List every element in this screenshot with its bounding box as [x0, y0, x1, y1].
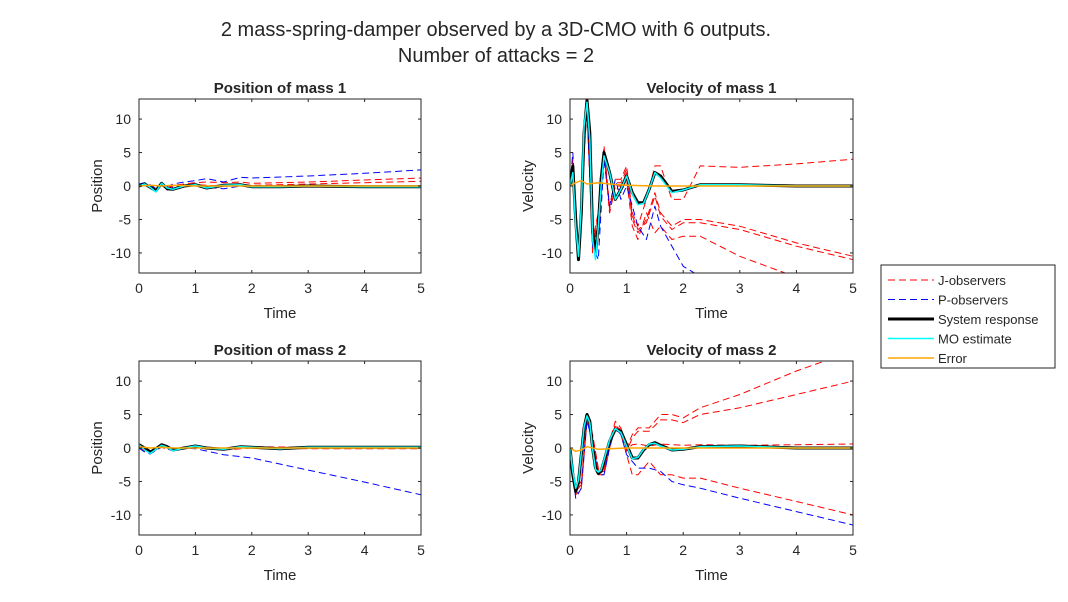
legend-label: P-observers [938, 293, 1009, 308]
series-line-error-6 [139, 445, 421, 449]
series-line-p-observers-5 [570, 420, 853, 526]
y-axis-label: Velocity [520, 160, 537, 212]
legend-item-error: Error [888, 351, 968, 366]
x-tick-label: 0 [135, 542, 143, 558]
x-tick-label: 0 [566, 542, 574, 558]
series-group [570, 361, 853, 526]
subplot-title: Position of mass 2 [214, 342, 347, 359]
y-tick-label: -5 [119, 473, 132, 489]
x-tick-label: 3 [736, 542, 744, 558]
legend-label: Error [938, 351, 968, 366]
x-tick-label: 4 [793, 542, 801, 558]
x-axis-label: Time [264, 305, 297, 322]
x-tick-label: 2 [248, 280, 256, 296]
subplot-4: 0 1 2 3 4 5 -10 -5 0 5 10 Velocity of mass 2 Time Vel… [520, 342, 857, 584]
legend-label: System response [938, 312, 1038, 327]
series-line-p-observers-3 [139, 169, 421, 190]
subplot-title: Position of mass 1 [214, 80, 347, 97]
legend-item-j-observers: J-observers [888, 273, 1006, 288]
y-tick-label: -10 [542, 245, 562, 261]
y-tick-label: 0 [123, 178, 131, 194]
series-line-j-observers-3 [570, 108, 853, 261]
y-axis-label: Position [89, 421, 106, 474]
x-tick-label: 0 [566, 280, 574, 296]
series-line-mo-estimate-7 [570, 101, 853, 261]
subplot-3: 0 1 2 3 4 5 -10 -5 0 5 10 Position of mass 2 Time Pos… [89, 342, 425, 584]
legend-item-mo-estimate: MO estimate [888, 332, 1012, 347]
x-tick-label: 0 [135, 280, 143, 296]
series-line-mo-estimate-7 [570, 415, 853, 489]
series-line-error-7 [139, 184, 421, 187]
y-tick-label: 10 [546, 373, 562, 389]
series-line-j-observers-4 [570, 420, 853, 516]
y-tick-label: 10 [115, 111, 131, 127]
y-tick-label: 5 [123, 145, 131, 161]
x-tick-label: 4 [361, 542, 369, 558]
x-tick-label: 5 [417, 542, 425, 558]
subplot-title: Velocity of mass 1 [646, 80, 776, 97]
legend-item-system-response: System response [888, 312, 1038, 327]
series-group [570, 99, 853, 273]
y-tick-label: -5 [550, 211, 563, 227]
y-tick-label: 5 [554, 145, 562, 161]
x-tick-label: 1 [192, 280, 200, 296]
y-tick-label: -5 [550, 473, 563, 489]
legend: J-observers P-observers System response MO … [880, 264, 1056, 369]
x-tick-label: 1 [623, 542, 631, 558]
y-tick-label: -10 [542, 507, 562, 523]
x-tick-label: 1 [192, 542, 200, 558]
x-tick-label: 2 [679, 280, 687, 296]
y-axis-label: Position [89, 159, 106, 212]
x-axis-label: Time [264, 567, 297, 584]
x-tick-label: 4 [361, 280, 369, 296]
y-tick-label: -10 [111, 245, 131, 261]
x-axis-label: Time [695, 305, 728, 322]
y-tick-label: 5 [554, 407, 562, 423]
y-tick-label: 10 [546, 111, 562, 127]
figure-title-line1: 2 mass-spring-damper observed by a 3D-CM… [221, 19, 771, 41]
y-tick-label: -10 [111, 507, 131, 523]
subplot-title: Velocity of mass 2 [646, 342, 776, 359]
series-line-error-8 [570, 445, 853, 453]
x-tick-label: 2 [679, 542, 687, 558]
y-tick-label: 10 [115, 373, 131, 389]
x-axis-label: Time [695, 567, 728, 584]
series-group [139, 169, 421, 193]
legend-box [880, 264, 1056, 369]
legend-label: J-observers [938, 273, 1006, 288]
legend-item-p-observers: P-observers [888, 293, 1009, 308]
x-tick-label: 5 [417, 280, 425, 296]
x-tick-label: 3 [304, 280, 312, 296]
legend-label: MO estimate [938, 332, 1012, 347]
y-axis-label: Velocity [520, 422, 537, 474]
x-tick-label: 3 [736, 280, 744, 296]
y-tick-label: 0 [123, 440, 131, 456]
series-line-error-8 [570, 179, 853, 187]
x-tick-label: 5 [849, 280, 857, 296]
series-group [139, 443, 421, 496]
x-tick-label: 4 [793, 280, 801, 296]
x-tick-label: 2 [248, 542, 256, 558]
y-tick-label: 0 [554, 440, 562, 456]
x-tick-label: 1 [623, 280, 631, 296]
y-tick-label: 0 [554, 178, 562, 194]
subplot-2: 0 1 2 3 4 5 -10 -5 0 5 10 Velocity of mass 1 Time Vel… [520, 80, 857, 322]
x-tick-label: 5 [849, 542, 857, 558]
y-tick-label: 5 [123, 407, 131, 423]
y-tick-label: -5 [119, 211, 132, 227]
figure-title-line2: Number of attacks = 2 [398, 45, 594, 67]
x-tick-label: 3 [304, 542, 312, 558]
subplot-1: 0 1 2 3 4 5 -10 -5 0 5 10 Position of mass 1 Time Pos… [89, 80, 425, 322]
